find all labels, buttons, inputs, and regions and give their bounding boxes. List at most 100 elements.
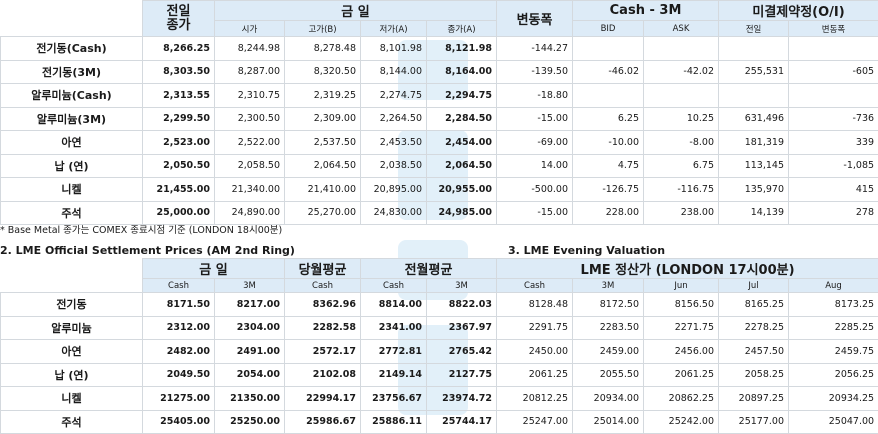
today-header: 금 일 [215, 1, 497, 21]
evening-jul-cell: 2058.25 [719, 363, 789, 387]
change-cell: -139.50 [497, 60, 573, 84]
evening-jun-header: Jun [644, 279, 719, 293]
close-cell: 24,985.00 [427, 201, 497, 225]
bid-cell: 4.75 [573, 154, 644, 178]
metal-name: 니켈 [1, 387, 143, 411]
evening-3m-header: 3M [573, 279, 644, 293]
prev-month-cash-cell: 25886.11 [361, 410, 427, 434]
prev-month-3m-cell: 2367.97 [427, 316, 497, 340]
evening-aug-cell: 2459.75 [789, 340, 878, 364]
metal-name: 알루미늄(Cash) [1, 84, 143, 108]
evening-jul-cell: 8165.25 [719, 293, 789, 317]
prev-close-header-line2: 종가 [147, 19, 210, 33]
ask-cell: 6.75 [644, 154, 719, 178]
oi-prev-cell: 631,496 [719, 107, 789, 131]
metal-name: 니켈 [1, 178, 143, 202]
evening-3m-cell: 25014.00 [573, 410, 644, 434]
metal-name: 아연 [1, 340, 143, 364]
settlement-table: 금 일 당월평균 전월평균 LME 정산가 (LONDON 17시00분) Ca… [0, 258, 878, 434]
close-cell: 8,164.00 [427, 60, 497, 84]
high-cell: 2,319.25 [285, 84, 361, 108]
high-cell: 2,309.00 [285, 107, 361, 131]
bid-cell: -126.75 [573, 178, 644, 202]
open-cell: 2,300.50 [215, 107, 285, 131]
low-cell: 2,038.50 [361, 154, 427, 178]
evening-jul-cell: 25177.00 [719, 410, 789, 434]
prev-month-avg-header: 전월평균 [361, 259, 497, 279]
low-cell: 2,264.50 [361, 107, 427, 131]
official-3m-cell: 21350.00 [215, 387, 285, 411]
evening-aug-cell: 20934.25 [789, 387, 878, 411]
evening-cash-header: Cash [497, 279, 573, 293]
bid-cell [573, 84, 644, 108]
high-cell: 2,537.50 [285, 131, 361, 155]
close-cell: 2,294.75 [427, 84, 497, 108]
lme-price-table: 전일 종가 금 일 변동폭 Cash - 3M 미결제약정(O/I) 시가 고가… [0, 0, 878, 225]
close-cell: 8,121.98 [427, 37, 497, 61]
evening-cash-cell: 2291.75 [497, 316, 573, 340]
ask-cell: -42.02 [644, 60, 719, 84]
official-cash-cell: 2049.50 [143, 363, 215, 387]
oi-prev-cell: 255,531 [719, 60, 789, 84]
evening-valuation-header: LME 정산가 (LONDON 17시00분) [497, 259, 878, 279]
evening-3m-cell: 20934.00 [573, 387, 644, 411]
bid-cell: 6.25 [573, 107, 644, 131]
prev-close-cell: 2,299.50 [143, 107, 215, 131]
oi-change-cell: -605 [789, 60, 878, 84]
low-cell: 8,144.00 [361, 60, 427, 84]
evening-cash-cell: 2061.25 [497, 363, 573, 387]
corner-cell [1, 1, 143, 37]
official-3m-header: 3M [215, 279, 285, 293]
prev-month-3m-cell: 25744.17 [427, 410, 497, 434]
low-header: 저가(A) [361, 21, 427, 37]
evening-aug-cell: 8173.25 [789, 293, 878, 317]
prev-close-cell: 8,303.50 [143, 60, 215, 84]
evening-aug-cell: 2285.25 [789, 316, 878, 340]
high-cell: 25,270.00 [285, 201, 361, 225]
metal-name: 주석 [1, 410, 143, 434]
low-cell: 2,274.75 [361, 84, 427, 108]
month-avg-cell: 2572.17 [285, 340, 361, 364]
evening-jul-cell: 2457.50 [719, 340, 789, 364]
evening-3m-cell: 2055.50 [573, 363, 644, 387]
evening-jun-cell: 2456.00 [644, 340, 719, 364]
ask-cell [644, 84, 719, 108]
open-cell: 2,058.50 [215, 154, 285, 178]
open-interest-header: 미결제약정(O/I) [719, 1, 878, 21]
bid-cell: 228.00 [573, 201, 644, 225]
ask-cell [644, 37, 719, 61]
bid-cell [573, 37, 644, 61]
oi-change-header: 변동폭 [789, 21, 878, 37]
open-cell: 8,287.00 [215, 60, 285, 84]
evening-aug-cell: 25047.00 [789, 410, 878, 434]
change-cell: -144.27 [497, 37, 573, 61]
prev-month-cash-cell: 2149.14 [361, 363, 427, 387]
evening-3m-cell: 2459.00 [573, 340, 644, 364]
oi-change-cell [789, 37, 878, 61]
prev-close-header-line1: 전일 [147, 5, 210, 19]
oi-change-cell: -1,085 [789, 154, 878, 178]
month-avg-cash-header: Cash [285, 279, 361, 293]
metal-name: 주석 [1, 201, 143, 225]
section3-title: 3. LME Evening Valuation [508, 244, 665, 257]
month-avg-cell: 2282.58 [285, 316, 361, 340]
change-cell: -18.80 [497, 84, 573, 108]
change-cell: -69.00 [497, 131, 573, 155]
official-cash-header: Cash [143, 279, 215, 293]
official-cash-cell: 25405.00 [143, 410, 215, 434]
ask-cell: -8.00 [644, 131, 719, 155]
low-cell: 8,101.98 [361, 37, 427, 61]
ask-cell: -116.75 [644, 178, 719, 202]
prev-month-3m-cell: 2765.42 [427, 340, 497, 364]
bid-cell: -46.02 [573, 60, 644, 84]
bid-header: BID [573, 21, 644, 37]
prev-month-cash-cell: 8814.00 [361, 293, 427, 317]
evening-cash-cell: 2450.00 [497, 340, 573, 364]
